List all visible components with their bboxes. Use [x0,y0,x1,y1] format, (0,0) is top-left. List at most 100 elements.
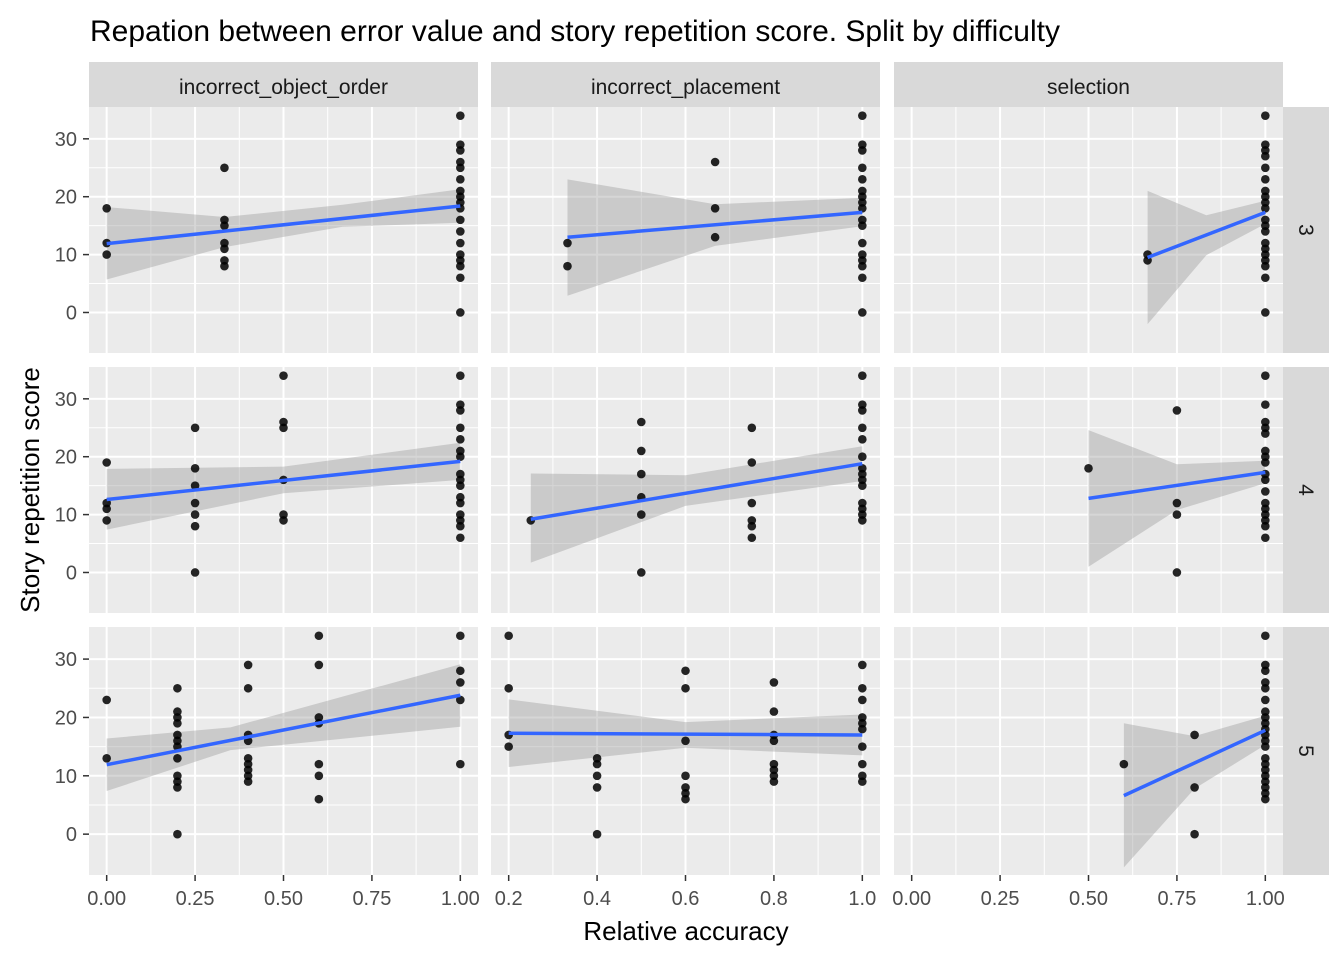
data-point [456,423,465,433]
data-point [636,446,646,456]
data-point [504,742,513,751]
data-point [592,783,602,792]
data-point [1261,203,1270,213]
data-point [314,771,324,781]
data-point [190,463,200,473]
data-point [1261,261,1270,271]
data-point [279,371,288,380]
data-point [1261,111,1270,120]
data-point [858,695,867,705]
data-point [1172,498,1182,508]
data-point [636,568,646,577]
data-point [456,759,465,769]
x-tick-label: 0.00 [892,888,931,910]
data-point [279,516,288,525]
data-point [858,452,867,462]
data-point [858,435,867,444]
fit-line [106,204,461,246]
data-point [681,771,690,781]
data-point [456,406,465,415]
data-point [456,435,465,444]
panel-incorrect_object_order-4 [89,367,478,613]
facet-strip-selection [894,62,1283,107]
fit-line [1123,728,1267,798]
y-tick-label: 0 [66,562,77,584]
data-point [102,516,111,525]
x-tick-label: 0.50 [264,888,303,910]
fit-line [567,210,863,239]
data-point [173,753,182,763]
facet-row-label: 4 [1294,484,1317,496]
data-point [102,695,111,705]
panel-incorrect_placement-4 [491,367,880,613]
data-point [858,238,867,248]
data-point [1261,631,1270,641]
confidence-ribbon [106,442,461,530]
data-point [1190,829,1199,839]
y-tick-label: 10 [55,766,77,788]
panel-selection-3 [894,107,1283,353]
data-point [1261,521,1270,531]
y-tick-label: 0 [66,824,77,846]
data-point [710,157,720,167]
panel-incorrect_placement-3 [491,107,880,353]
data-point [1261,175,1270,184]
data-point [769,707,779,716]
confidence-ribbon [106,664,461,791]
data-point [681,794,690,804]
data-point [858,308,867,317]
data-point [456,533,465,543]
data-point [769,736,779,746]
data-point [173,783,182,792]
data-point [190,568,200,577]
x-tick-label: 0.6 [672,888,700,910]
data-point [769,678,779,687]
y-tick-label: 10 [55,505,77,527]
data-point [592,829,602,839]
data-point [456,111,465,120]
data-point [102,504,111,514]
data-point [456,631,465,641]
data-point [1084,463,1093,473]
y-tick-label: 20 [55,447,77,469]
data-point [456,175,465,184]
panel-incorrect_object_order-3 [89,107,478,353]
data-point [636,510,646,519]
data-point [1261,400,1270,409]
data-point [456,308,465,317]
data-point [1261,429,1270,438]
data-point [456,227,465,236]
data-point [456,481,465,490]
data-point [858,481,867,490]
data-point [769,777,779,786]
data-point [858,516,867,525]
data-point [592,759,602,769]
y-tick-label: 30 [55,129,77,151]
panel-incorrect_placement-5 [491,627,880,875]
facet-row-strip-4 [1283,367,1329,613]
x-tick-label: 0.25 [981,888,1020,910]
data-point [1261,683,1270,693]
x-tick-label: 0.8 [760,888,788,910]
data-point [710,232,720,242]
data-point [681,683,690,693]
data-point [858,660,867,670]
chart-title: Repation between error value and story r… [90,15,1060,48]
data-point [858,423,867,433]
data-point [747,498,757,508]
data-point [243,777,253,786]
data-point [858,203,867,213]
fit-line [530,461,863,521]
data-point [314,631,324,641]
y-tick-label: 30 [55,649,77,671]
data-point [858,221,867,230]
x-tick-label: 0.25 [176,888,215,910]
data-point [858,273,867,283]
data-point [504,631,513,641]
fit-line [1088,470,1266,501]
data-point [456,498,465,508]
data-point [858,406,867,415]
x-tick-label: 0.00 [87,888,126,910]
data-point [314,660,324,670]
data-point [456,261,465,271]
